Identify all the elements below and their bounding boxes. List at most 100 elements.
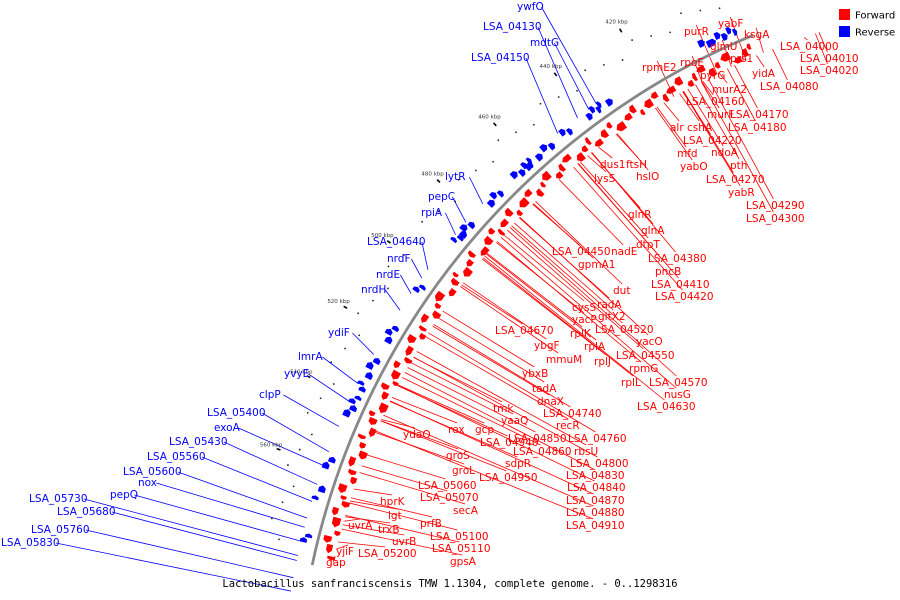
forward-label-leader	[591, 152, 676, 253]
feature-marker	[298, 448, 301, 451]
forward-gene-feature	[480, 246, 490, 256]
forward-gene-feature	[662, 93, 670, 103]
forward-gene-label: murA2	[712, 84, 747, 96]
forward-gene-feature	[629, 104, 637, 114]
forward-gene-feature	[341, 500, 351, 508]
forward-gene-label: LSA_04670	[495, 325, 554, 337]
forward-gene-feature	[350, 476, 358, 485]
forward-gene-feature	[340, 495, 347, 500]
feature-marker	[387, 265, 390, 268]
forward-gene-feature	[331, 506, 340, 516]
forward-label-leader	[533, 203, 594, 259]
reverse-gene-feature	[509, 171, 518, 180]
forward-gene-label: LSA_04450	[552, 246, 611, 258]
kbp-tick-label: 540 kbp	[290, 369, 313, 375]
forward-gene-label: LSA_04550	[616, 350, 675, 362]
feature-marker	[718, 7, 721, 10]
feature-marker	[358, 334, 361, 337]
forward-label-leader	[375, 430, 594, 520]
forward-gene-label: LSA_04160	[686, 96, 745, 108]
reverse-gene-feature	[327, 456, 336, 464]
forward-gene-label: nadE	[611, 246, 637, 258]
forward-label-leader	[397, 384, 595, 482]
forward-gene-feature	[405, 345, 414, 356]
forward-gene-feature	[325, 543, 334, 554]
forward-gene-feature	[463, 266, 473, 277]
forward-gene-feature	[691, 72, 698, 82]
forward-label-leader	[579, 161, 649, 239]
reverse-gene-feature	[486, 199, 496, 208]
forward-label-leader	[701, 81, 720, 109]
forward-label-leader	[511, 225, 623, 324]
feature-marker	[421, 220, 423, 223]
forward-label-leader	[349, 502, 458, 531]
reverse-gene-feature	[489, 191, 497, 200]
forward-gene-label: groS	[446, 450, 470, 462]
forward-gene-label: hprK	[380, 496, 406, 508]
forward-gene-label: prs1	[730, 53, 753, 65]
forward-label-leader	[482, 257, 634, 377]
forward-gene-label: ybgF	[534, 340, 560, 352]
reverse-gene-feature	[595, 106, 602, 114]
forward-gene-feature	[734, 56, 743, 64]
forward-label-leader	[391, 397, 458, 424]
forward-gene-label: uvrA	[348, 520, 373, 532]
reverse-gene-label: yvyE	[284, 368, 309, 380]
forward-label-leader	[772, 48, 788, 81]
legend-forward-label: Forward	[855, 11, 895, 22]
forward-gene-label: gltX2	[598, 311, 626, 323]
kbp-tick-mark	[386, 240, 391, 244]
forward-gene-label: LSA_05070	[420, 492, 479, 504]
reverse-gene-feature	[520, 162, 528, 170]
forward-label-leader	[350, 497, 433, 518]
reverse-gene-feature	[304, 533, 313, 539]
reverse-label-leader	[385, 289, 401, 311]
forward-label-leader	[726, 68, 756, 122]
reverse-label-leader	[400, 274, 412, 294]
reverse-gene-feature	[391, 325, 400, 333]
forward-gene-label: rplJ	[594, 356, 611, 368]
feature-marker	[474, 169, 477, 172]
feature-marker	[576, 89, 578, 92]
reverse-gene-feature	[459, 224, 468, 233]
forward-label-leader	[587, 155, 607, 173]
reverse-gene-label: pepC	[428, 191, 455, 203]
feature-marker	[387, 287, 389, 290]
forward-label-leader	[460, 286, 559, 354]
forward-label-leader	[366, 454, 446, 480]
forward-gene-feature	[524, 188, 533, 197]
forward-gene-label: mfd	[677, 148, 698, 160]
forward-label-leader	[503, 234, 585, 302]
forward-gene-label: dtpT	[636, 239, 660, 251]
forward-gene-label: dnaX	[537, 396, 564, 408]
forward-gene-label: recR	[556, 420, 580, 432]
reverse-gene-label: LSA_05600	[123, 466, 182, 478]
forward-gene-feature	[432, 310, 442, 319]
forward-label-leader	[486, 253, 597, 341]
forward-gene-label: cshA	[687, 122, 713, 134]
gene-label-lines	[55, 6, 828, 592]
reverse-label-leader	[111, 511, 297, 561]
forward-gene-label: LSA_04080	[760, 81, 819, 93]
forward-gene-feature	[708, 67, 717, 77]
forward-label-leader	[663, 102, 680, 122]
forward-label-leader	[401, 377, 541, 446]
feature-marker	[699, 9, 702, 12]
reverse-gene-feature	[317, 485, 326, 494]
kbp-tick-label: 520 kbp	[327, 299, 350, 305]
reverse-gene-feature	[585, 112, 593, 121]
forward-label-leader	[353, 488, 393, 496]
reverse-gene-feature	[299, 537, 308, 543]
forward-label-leader	[707, 77, 774, 200]
forward-gene-label: yabF	[718, 18, 743, 30]
forward-label-leader	[691, 55, 703, 82]
reverse-gene-feature	[721, 33, 728, 41]
forward-gene-feature	[504, 207, 514, 217]
reverse-label-leader	[238, 427, 324, 467]
forward-label-leader	[428, 332, 596, 433]
forward-gene-feature	[420, 313, 430, 323]
feature-marker	[330, 361, 333, 364]
forward-gene-label: alr	[670, 122, 684, 134]
forward-gene-label: prfB	[420, 518, 442, 530]
